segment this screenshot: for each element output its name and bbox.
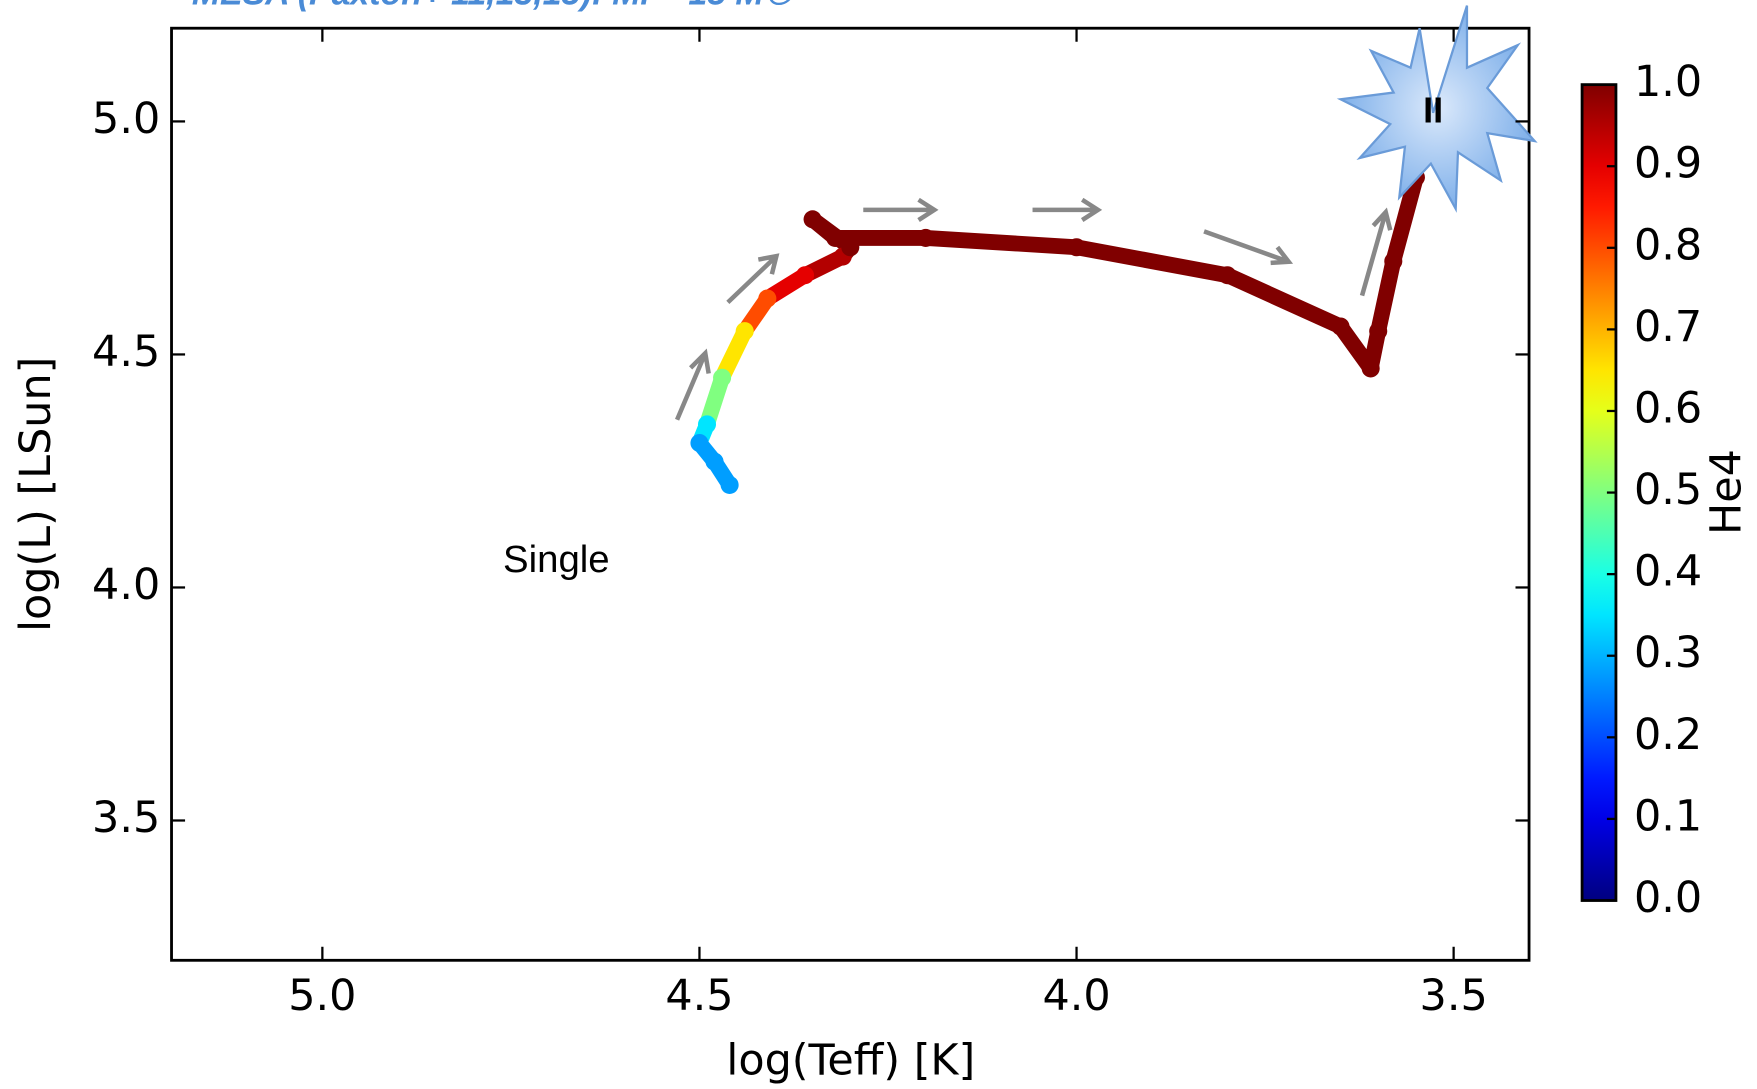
track-segment (1385, 169, 1424, 270)
colorbar-tick-label: 0.7 (1634, 302, 1702, 352)
colorbar-tick-label: 0.0 (1634, 873, 1702, 923)
y-tick-label: 4.5 (92, 327, 160, 377)
chart-title: MESA (Paxton+ 11,13,15): Mi = 15 M☉ (192, 0, 796, 12)
track-point (697, 415, 717, 434)
colorbar-tick-label: 0.3 (1634, 628, 1702, 678)
colorbar-tick-label: 0.5 (1634, 465, 1702, 515)
colorbar-tick-label: 0.6 (1634, 383, 1702, 433)
track-point (916, 228, 935, 247)
track-point (690, 433, 709, 453)
track-point (735, 322, 754, 341)
arrows (674, 197, 1393, 421)
x-tick-label: 3.5 (1420, 971, 1488, 1021)
y-tick-label: 3.5 (92, 793, 160, 843)
track-point (1218, 266, 1237, 285)
colorbar-label: He4 (1701, 449, 1751, 535)
x-tick-label: 5.0 (288, 971, 356, 1021)
supernova-star (1336, 5, 1538, 213)
y-tick-label: 4.0 (92, 560, 160, 610)
track-point (803, 210, 822, 229)
x-tick-label: 4.0 (1042, 971, 1110, 1021)
track-segment (1370, 253, 1402, 340)
track-point (1361, 359, 1380, 378)
track-point (705, 452, 724, 471)
track-point (1384, 252, 1403, 271)
annotation: Single (503, 538, 610, 581)
annotation: II (1423, 89, 1443, 130)
y-axis-label: log(L) [LSun] (11, 357, 61, 632)
colorbar-tick-label: 0.1 (1634, 791, 1702, 841)
colorbar (1580, 83, 1618, 902)
track-point (841, 238, 860, 257)
colorbar-tick-label: 0.2 (1634, 710, 1702, 760)
x-axis-label: log(Teff) [K] (726, 1035, 975, 1085)
track-segment (1068, 239, 1236, 284)
y-tick-label: 5.0 (92, 94, 160, 144)
track-point (720, 475, 739, 494)
track-point (1067, 238, 1086, 257)
track-segment (1219, 267, 1349, 335)
track-point (1369, 322, 1388, 341)
x-tick-label: 4.5 (665, 971, 733, 1021)
track-point (1331, 317, 1350, 336)
colorbar-tick-label: 1.0 (1634, 57, 1702, 107)
plot-frame (170, 26, 1531, 962)
track-point (758, 289, 777, 308)
colorbar-tick-label: 0.9 (1634, 139, 1702, 189)
colorbar-tick-label: 0.4 (1634, 547, 1702, 597)
track-segment (917, 230, 1085, 256)
track-point (796, 266, 815, 285)
track-point (826, 228, 845, 247)
track-point (713, 368, 732, 387)
colorbar-tick-label: 0.8 (1634, 220, 1702, 270)
